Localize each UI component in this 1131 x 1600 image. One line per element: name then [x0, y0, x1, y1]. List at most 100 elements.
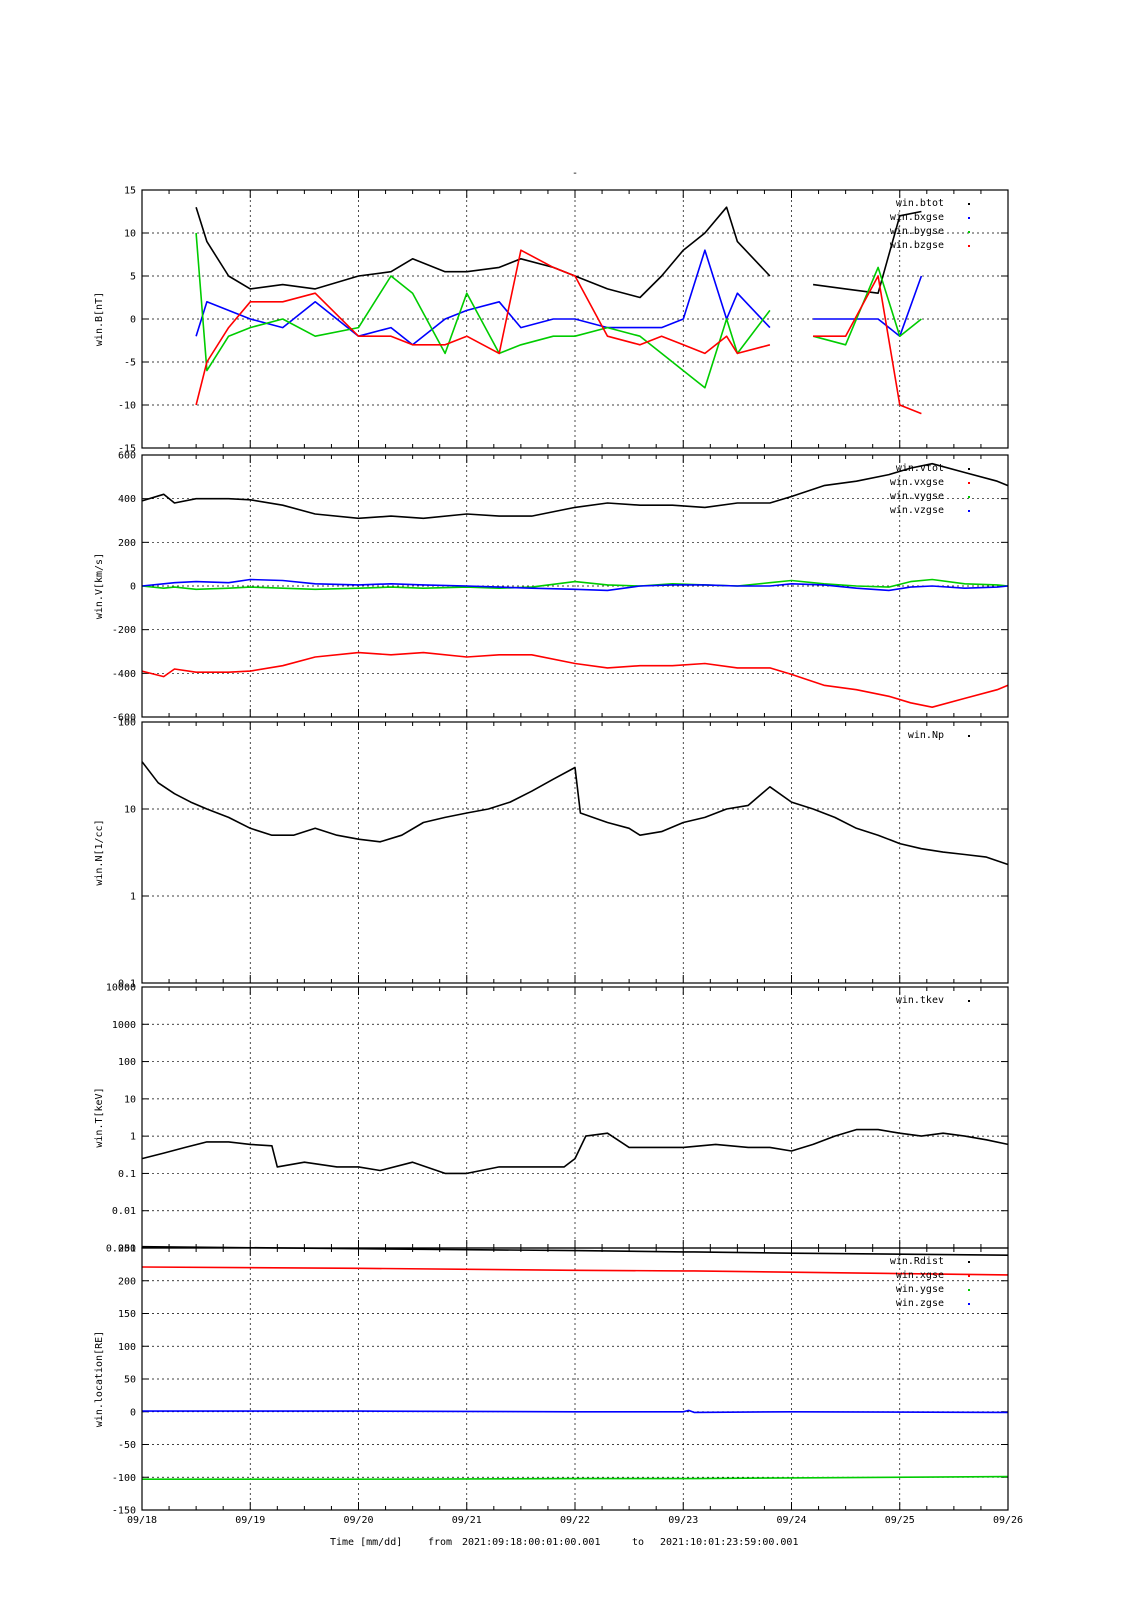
page-title: - [572, 168, 578, 179]
legend-swatch [968, 217, 970, 219]
range-to: 2021:10:01:23:59:00.001 [660, 1537, 798, 1548]
series-win.Np [141, 761, 1009, 866]
range-to-label: to [632, 1537, 644, 1548]
y-tick-label: -10 [118, 401, 136, 412]
y-tick-label: 200 [118, 1276, 136, 1287]
legend-label: win.bzgse [890, 240, 944, 251]
legend-swatch [968, 203, 970, 205]
series-win.btot [195, 206, 922, 299]
x-tick-label: 09/21 [452, 1515, 482, 1526]
y-tick-label: 10 [124, 1094, 136, 1105]
y-tick-label: -50 [118, 1440, 136, 1451]
x-tick-label: 09/23 [668, 1515, 698, 1526]
legend-label: win.ygse [896, 1284, 944, 1295]
legend-label: win.Np [908, 730, 944, 741]
series-win.tkev [141, 1128, 1009, 1175]
x-tick-label: 09/22 [560, 1515, 590, 1526]
legend-swatch [968, 510, 970, 512]
series-win.ygse [142, 1475, 1009, 1480]
y-axis-label: win.N[1/cc] [94, 819, 105, 885]
legend-swatch [968, 1303, 970, 1305]
y-tick-label: 250 [118, 1244, 136, 1255]
y-tick-label: 200 [118, 538, 136, 549]
y-tick-label: 100 [118, 1342, 136, 1353]
panel-frame [141, 721, 1009, 984]
legend-swatch [968, 482, 970, 484]
range-from: 2021:09:18:00:01:00.001 [462, 1537, 600, 1548]
panel-frame [141, 1247, 1009, 1511]
panel-4: 0.001 0.01 0.1 1 10 100 1000 10000 win.T[keV] win… [94, 983, 1009, 1255]
x-tick-label: 09/20 [343, 1515, 373, 1526]
y-tick-label: -15 [118, 444, 136, 455]
y-tick-label: 1 [130, 892, 136, 903]
y-tick-label: 100 [118, 718, 136, 729]
x-tick-label: 09/26 [993, 1515, 1023, 1526]
series-win.vtot [141, 462, 1009, 520]
legend-label: win.tkev [896, 995, 944, 1006]
legend-swatch [968, 1261, 970, 1263]
x-tick-label: 09/25 [885, 1515, 915, 1526]
y-tick-label: 400 [118, 494, 136, 505]
footer: Time [mm/dd] from 2021:09:18:00:01:00.00… [330, 1537, 798, 1548]
legend-swatch [968, 468, 970, 470]
x-tick-label: 09/18 [127, 1515, 157, 1526]
y-tick-label: 600 [118, 451, 136, 462]
legend-swatch [968, 1000, 970, 1002]
legend-label: win.xgse [896, 1270, 944, 1281]
legend-label: win.vzgse [890, 505, 944, 516]
legend-swatch [968, 245, 970, 247]
y-tick-label: 150 [118, 1309, 136, 1320]
legend-swatch [968, 1275, 970, 1277]
range-from-label: from [428, 1537, 452, 1548]
panel-2: -600 -400 -200 0 200 400 600 win.V[km/s] win.vto… [94, 451, 1009, 724]
y-tick-label: 1 [130, 1132, 136, 1143]
legend-swatch [968, 231, 970, 233]
y-tick-label: -100 [112, 1473, 136, 1484]
x-tick-label: 09/24 [776, 1515, 806, 1526]
y-tick-label: -5 [124, 358, 136, 369]
y-axis-label: win.V[km/s] [94, 553, 105, 619]
legend-label: win.vygse [890, 491, 944, 502]
legend-label: win.bxgse [890, 212, 944, 223]
y-tick-label: 5 [130, 272, 136, 283]
y-tick-label: -150 [112, 1506, 136, 1517]
y-tick-label: 10000 [106, 983, 136, 994]
y-tick-label: 0.01 [112, 1206, 136, 1217]
y-tick-label: 10 [124, 805, 136, 816]
series-win.vzgse [141, 578, 1009, 592]
y-tick-label: 50 [124, 1375, 136, 1386]
y-tick-label: -600 [112, 713, 136, 724]
y-axis-label: win.location[RE] [94, 1331, 105, 1427]
y-tick-label: 0 [130, 582, 136, 593]
y-tick-label: 10 [124, 229, 136, 240]
y-tick-label: 15 [124, 186, 136, 197]
legend-swatch [968, 735, 970, 737]
panel-frame [141, 189, 1009, 449]
series-win.vxgse [141, 651, 1009, 708]
series-win.bxgse [195, 249, 923, 346]
y-tick-label: 0 [130, 315, 136, 326]
legend-swatch [968, 496, 970, 498]
legend-label: win.Rdist [890, 1256, 944, 1267]
series-win.zgse [142, 1409, 1009, 1414]
series-win.xgse [141, 1266, 1009, 1276]
y-axis-label: win.B[nT] [94, 292, 105, 346]
panel-5: -150 -100 -50 0 50 100 150 200 250 win.location[R… [94, 1244, 1009, 1517]
y-tick-label: 0.001 [106, 1244, 136, 1255]
y-tick-label: -200 [112, 625, 136, 636]
y-tick-label: 100 [118, 1057, 136, 1068]
series-win.Rdist [141, 1245, 1009, 1256]
series-win.bzgse [195, 249, 922, 415]
panel-3: 0.1 1 10 100 win.N[1/cc] win.Np [94, 718, 1009, 990]
y-tick-label: -400 [112, 669, 136, 680]
x-tick-label: 09/19 [235, 1515, 265, 1526]
y-tick-label: 1000 [112, 1020, 136, 1031]
legend-label: win.zgse [896, 1298, 944, 1309]
panel-1: -15 -10 -5 0 5 10 15 win.B[nT] win.btot win.bxgse… [94, 186, 1009, 455]
legend-label: win.vtot [896, 463, 944, 474]
legend-label: win.vxgse [890, 477, 944, 488]
y-axis-label: win.T[keV] [94, 1087, 105, 1147]
legend-label: win.btot [896, 198, 944, 209]
plot-panels: -15-10-5051015win.B[nT]win.btotwin.bxgse… [94, 186, 1023, 1527]
